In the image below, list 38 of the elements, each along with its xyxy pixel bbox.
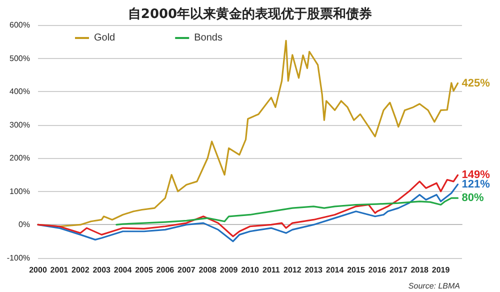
x-tick-label: 2012 xyxy=(284,266,302,274)
x-tick-label: 2011 xyxy=(262,266,280,274)
data-label: 80% xyxy=(462,192,484,204)
x-tick-label: 2013 xyxy=(304,266,324,274)
data-label: 425% xyxy=(462,77,490,90)
y-tick-label: 200% xyxy=(10,154,30,163)
x-tick-label: 2010 xyxy=(241,266,260,274)
x-tick-label: 2014 xyxy=(326,266,344,274)
y-tick-label: -100% xyxy=(6,254,30,262)
x-tick-label: 2001 xyxy=(50,266,69,274)
x-tick-label: 2006 xyxy=(156,266,175,274)
y-tick-label: 400% xyxy=(10,87,30,96)
line-series xyxy=(116,197,459,226)
x-tick-label: 2003 xyxy=(92,266,112,274)
line-series xyxy=(37,174,459,238)
x-tick-label: 2000 xyxy=(29,266,48,274)
y-tick-label: 0% xyxy=(18,220,30,230)
source-note: Source: LBMA xyxy=(408,282,460,290)
x-tick-label: 2007 xyxy=(178,266,196,274)
line-series xyxy=(37,184,459,242)
y-tick-label: 600% xyxy=(10,20,30,30)
x-tick-label: 2018 xyxy=(410,266,430,274)
legend-label: Gold xyxy=(94,32,116,44)
legend-label: Bonds xyxy=(194,32,222,44)
x-tick-label: 2019 xyxy=(432,266,450,274)
x-tick-label: 2017 xyxy=(390,266,408,274)
x-tick-label: 2008 xyxy=(198,266,218,274)
x-tick-label: 2015 xyxy=(347,266,366,274)
chart-title: 自2000年以来黄金的表现优于股票和债券 xyxy=(128,6,372,22)
x-tick-label: 2009 xyxy=(220,266,238,274)
y-tick-label: 500% xyxy=(10,54,30,63)
x-tick-label: 2016 xyxy=(368,266,387,274)
x-tick-label: 2002 xyxy=(72,266,90,274)
y-tick-label: 100% xyxy=(10,186,30,196)
x-tick-label: 2004 xyxy=(114,266,132,274)
x-tick-label: 2005 xyxy=(135,266,154,274)
y-tick-label: 300% xyxy=(10,120,30,130)
data-label: 121% xyxy=(462,178,490,190)
